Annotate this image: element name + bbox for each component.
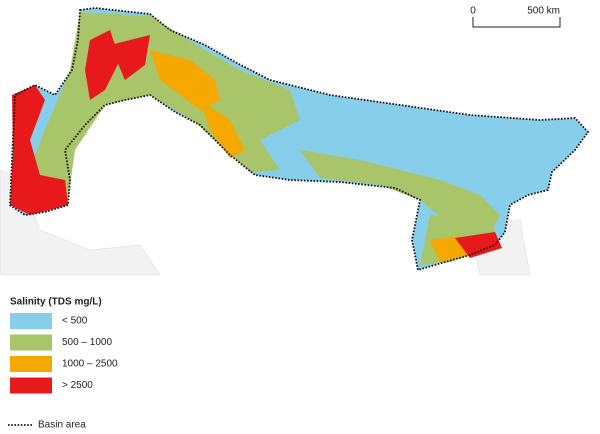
zone-over-2500 [10,85,68,215]
zone-500-1000 [25,12,300,210]
zone-over-2500 [110,35,150,80]
scale-start: 0 [470,6,476,17]
zone-1000-2500 [200,100,245,158]
legend-swatch [10,377,52,394]
legend: Salinity (TDS mg/L) Basin area < 500 500 … [8,297,118,431]
legend-swatch [10,356,52,372]
legend-label: 500 – 1000 [62,337,112,348]
scale-end: 500 km [527,6,560,17]
scale-line [472,17,561,28]
legend-label: < 500 [62,316,88,327]
map [0,7,590,276]
zone-500-1000 [300,150,500,235]
zone-1000-2500 [150,50,220,110]
basin-boundary [9,7,590,272]
legend-swatch [10,313,52,329]
boundary-label: Basin area [38,420,86,431]
scale-bar: 0 500 km [470,6,561,28]
legend-swatch [10,334,52,351]
zone-over-2500 [455,232,502,258]
legend-label: > 2500 [62,380,93,391]
legend-label: 1000 – 2500 [62,359,118,370]
legend-title: Salinity (TDS mg/L) [10,297,102,308]
